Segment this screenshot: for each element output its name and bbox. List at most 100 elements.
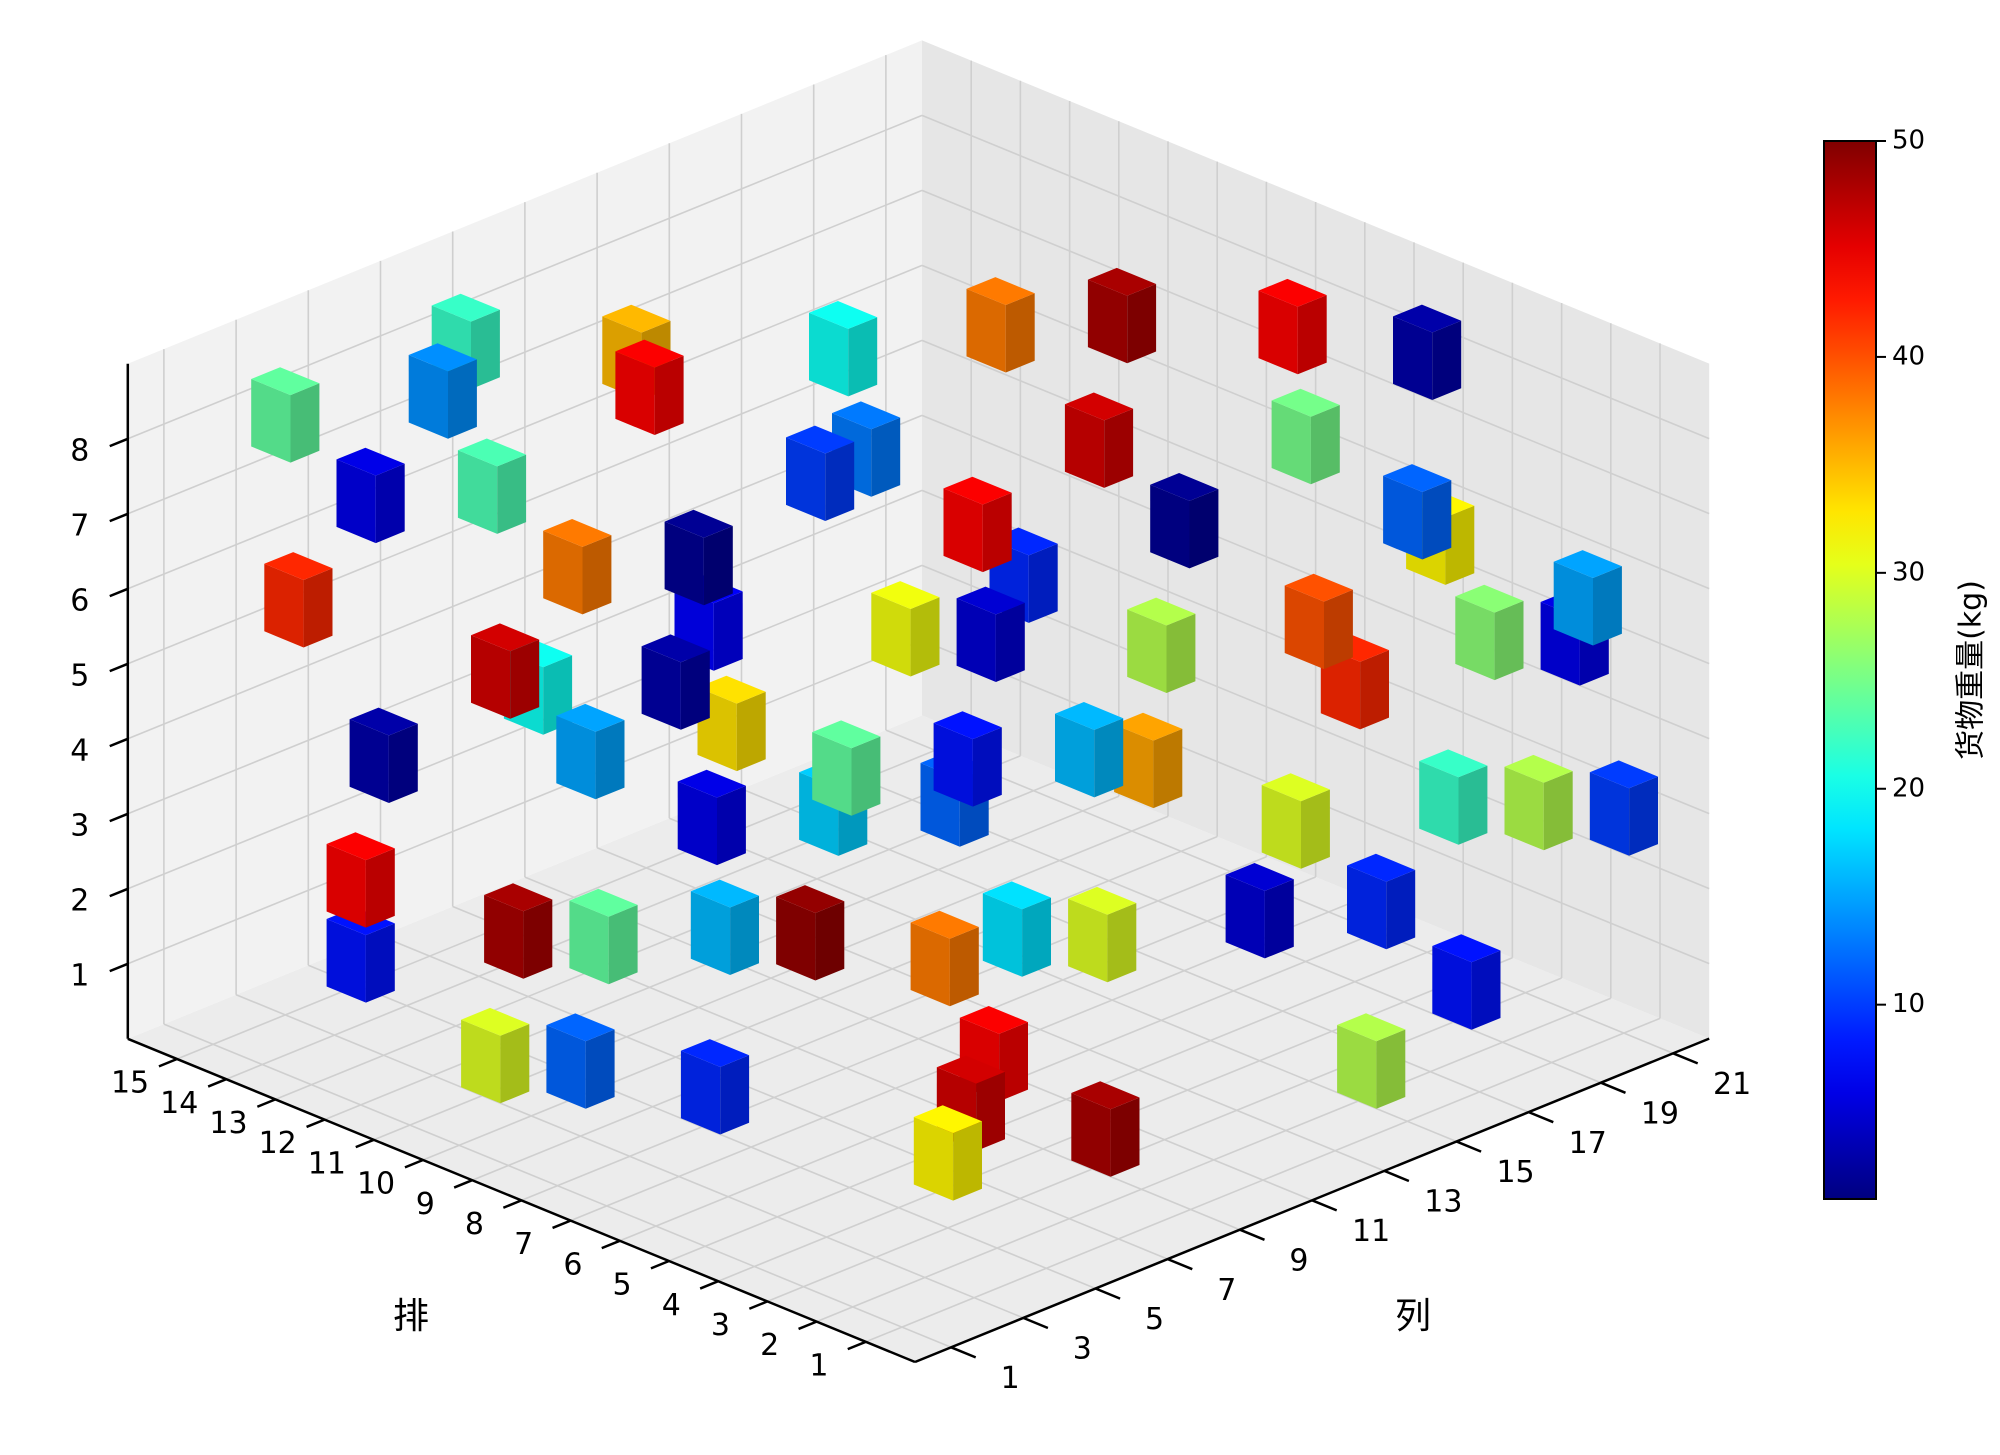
box-left-face [1114, 724, 1154, 809]
box [786, 425, 855, 521]
grid-line [524, 876, 1313, 1202]
box [871, 581, 940, 677]
colorbar-tick-label: 30 [1892, 557, 1925, 587]
colorbar-tick-label: 20 [1892, 773, 1925, 803]
box-top-face [546, 1013, 615, 1042]
box-top-face [1337, 1013, 1406, 1042]
box-right-face [1028, 543, 1058, 623]
box-left-face [1383, 475, 1423, 560]
box-left-face [615, 351, 655, 435]
y-tick-label: 3 [1073, 1332, 1092, 1367]
box-left-face [786, 437, 826, 521]
box-top-face [959, 1006, 1028, 1034]
box-right-face [1324, 589, 1353, 670]
box-left-face [1127, 609, 1167, 693]
box-right-face [388, 723, 418, 803]
z-tick-label: 1 [70, 959, 89, 994]
z-tick-label: 4 [70, 734, 89, 769]
box-top-face [1504, 754, 1573, 783]
box-left-face [349, 719, 389, 803]
y-tick-label: 19 [1641, 1096, 1679, 1131]
box-top-face [471, 623, 540, 652]
box-left-face [871, 592, 911, 677]
z-tick-label: 2 [70, 884, 89, 919]
box-right-face [1110, 1097, 1140, 1177]
box [933, 711, 1002, 807]
box-top-face [1455, 584, 1524, 613]
box-left-face [776, 896, 816, 981]
box-left-face [1225, 874, 1265, 959]
x-tick-label: 7 [514, 1227, 533, 1262]
box-right-face [303, 568, 333, 648]
box-left-face [1150, 484, 1190, 569]
box-right-face [815, 901, 845, 981]
box-top-face [832, 401, 901, 430]
box-right-face [999, 1022, 1028, 1102]
z-tick [109, 437, 129, 448]
box-top-face [602, 304, 671, 333]
x-tick-label: 12 [259, 1126, 297, 1161]
x-tick-label: 13 [209, 1106, 247, 1141]
box [471, 623, 540, 719]
box [251, 367, 320, 463]
z-tick [109, 737, 129, 748]
boxes [251, 267, 1658, 1201]
box [349, 707, 418, 803]
y-tick [1239, 1228, 1265, 1241]
box-left-face [471, 635, 511, 719]
box-right-face [595, 720, 625, 800]
box-left-face [641, 646, 681, 730]
box-top-face [913, 1105, 982, 1134]
grid-line [235, 993, 1024, 1319]
box-right-face [1127, 284, 1157, 364]
box-left-face [569, 900, 609, 985]
box [1068, 886, 1137, 983]
box-top-face [776, 885, 845, 913]
x-tick [798, 1320, 818, 1331]
box [776, 885, 845, 981]
box-left-face [1055, 713, 1095, 798]
box [677, 769, 746, 866]
box-top-face [349, 707, 418, 736]
box [1337, 1013, 1406, 1109]
box-left-face [1589, 772, 1630, 856]
box-top-face [1347, 853, 1416, 882]
box-right-face [713, 591, 743, 671]
box-left-face [546, 1025, 586, 1109]
x-tick [207, 1078, 227, 1088]
box-top-face [1068, 886, 1137, 915]
grid-line [127, 189, 923, 515]
box-right-face [1301, 789, 1330, 869]
box-right-face [730, 895, 759, 975]
y-tick [1528, 1110, 1554, 1124]
box-right-face [497, 454, 527, 534]
box-right-face [1543, 771, 1573, 851]
box-top-face [933, 711, 1002, 740]
box-top-face [1432, 934, 1501, 963]
z-tick-label: 7 [70, 509, 89, 544]
box-right-face [1094, 718, 1124, 798]
box-right-face [582, 535, 612, 615]
box-top-face [326, 832, 395, 861]
x-tick [453, 1179, 473, 1189]
box-top-face [956, 586, 1025, 615]
box-left-face [336, 459, 376, 544]
box-right-face [680, 650, 710, 730]
box-left-face [664, 521, 704, 606]
box-right-face [972, 727, 1002, 807]
box [543, 519, 612, 615]
z-tick [109, 962, 129, 973]
box-top-face [1261, 773, 1330, 802]
colorbar-label: 货物重量(kg) [1954, 580, 1989, 760]
y-tick [1095, 1287, 1121, 1300]
box-right-face [825, 441, 855, 521]
box-left-face [408, 355, 448, 439]
y-tick [1167, 1257, 1193, 1271]
x-tick-label: 10 [357, 1167, 395, 1202]
box [457, 438, 527, 534]
box-top-face [871, 581, 940, 609]
x-tick [404, 1158, 424, 1169]
box-top-face [936, 1055, 1005, 1084]
box [615, 339, 684, 435]
box [1432, 934, 1501, 1030]
